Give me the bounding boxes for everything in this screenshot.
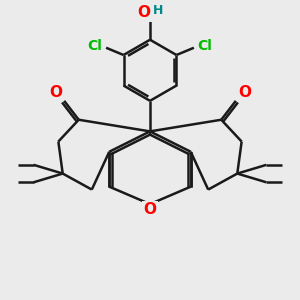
Text: O: O	[238, 85, 251, 100]
Text: O: O	[143, 202, 157, 217]
Text: O: O	[49, 85, 62, 100]
Text: H: H	[153, 4, 163, 16]
Text: Cl: Cl	[88, 39, 103, 53]
Text: O: O	[137, 5, 150, 20]
Text: Cl: Cl	[197, 39, 212, 53]
